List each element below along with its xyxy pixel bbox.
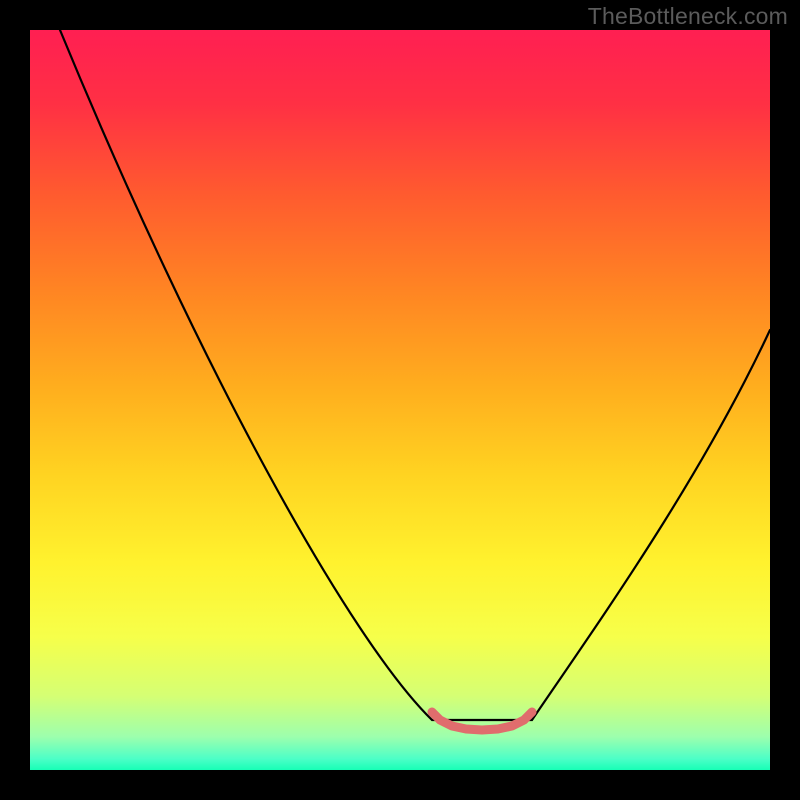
- watermark-text: TheBottleneck.com: [588, 3, 788, 30]
- plot-background: [30, 30, 770, 770]
- chart-frame: TheBottleneck.com: [0, 0, 800, 800]
- bottleneck-chart: [0, 0, 800, 800]
